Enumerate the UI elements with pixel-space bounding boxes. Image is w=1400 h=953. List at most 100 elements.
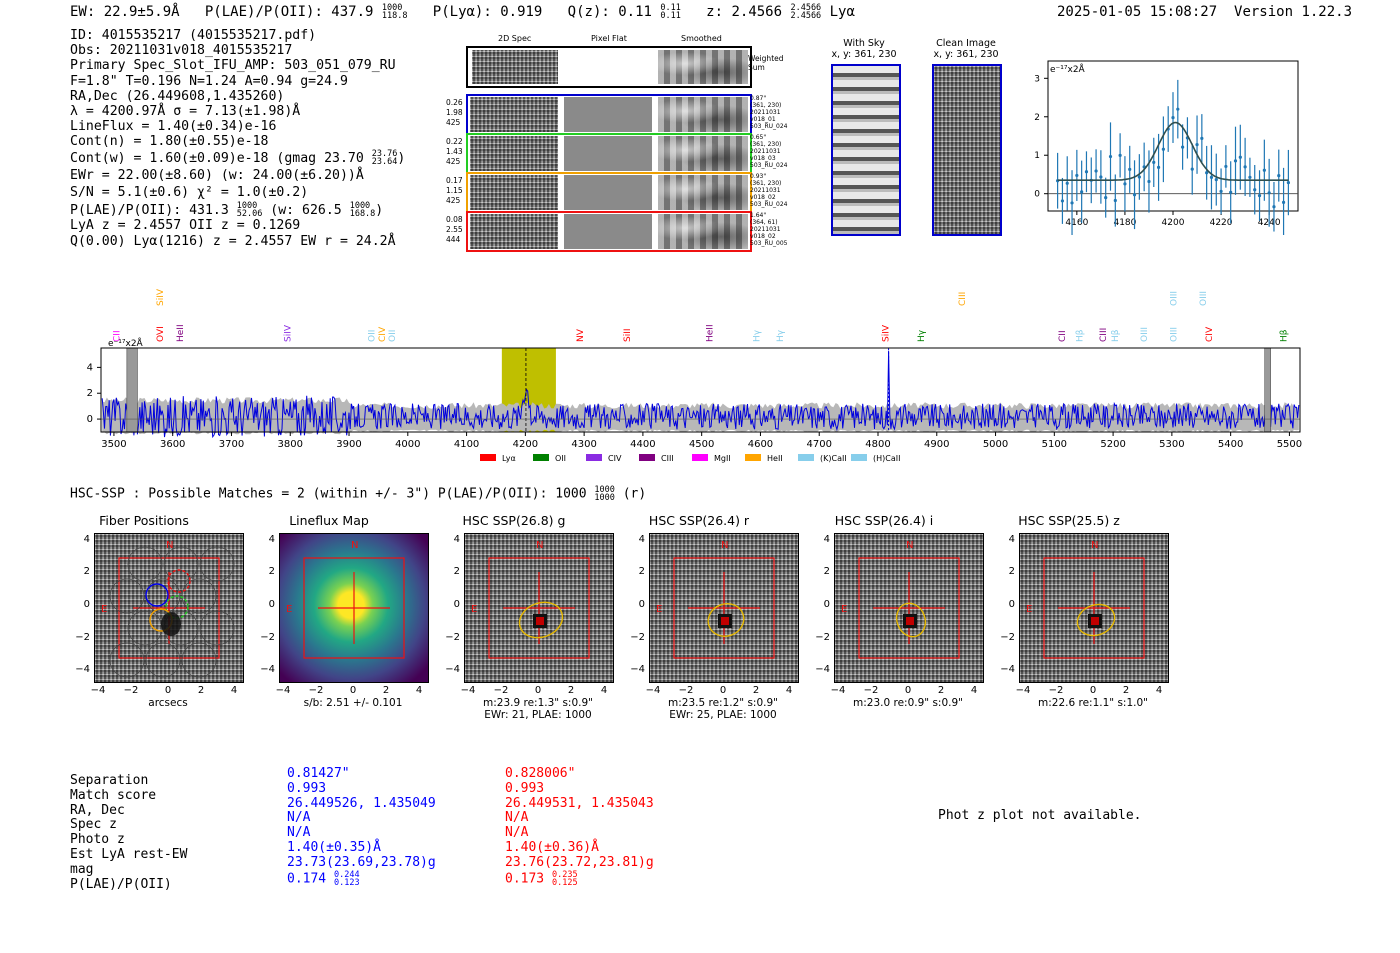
emission-line-label-upper: OIII [1199,291,1209,306]
label-mag: mag [70,861,94,877]
emission-line-label: Hβ [1076,329,1086,342]
hsc-xtick-label: −4 [460,685,476,696]
zoom-data-point [1200,136,1204,140]
info-gmag-lo: 23.64 [371,156,398,167]
match-red: 0.828006" 0.993 26.449531, 1.435043 N/A … [505,766,654,887]
info-obs: Obs: 20211031v018_4015535217 [70,43,293,59]
zoom-data-point [1104,196,1108,200]
emission-line-label: OIII [1170,327,1180,342]
label-spec-z: Spec z [70,817,117,833]
hsc-overlay: NE [101,540,235,678]
header-plya: P(Lyα): 0.919 [432,4,543,20]
blue-separation: 0.81427" [287,766,350,781]
east-label: E [656,604,662,615]
hsc-ytick-label: 2 [83,566,90,577]
source-center [721,617,729,625]
photz-message: Phot z plot not available. [938,808,1142,823]
source-blob [161,612,181,636]
hsc-xtick-label: 4 [415,685,423,696]
emission-line-label: HeII [705,324,715,342]
fiber-blue [145,583,169,607]
emission-line-label-upper: OIII [1170,291,1180,306]
zoom-data-point [1229,190,1233,194]
spectrum-xtick-label: 4400 [630,439,655,450]
hsc-ytick-label: 2 [268,566,275,577]
header-line: Lyα [829,4,855,20]
blue-plae: 0.174 0.244 0.123 [287,870,436,887]
zoom-data-point [1132,193,1137,197]
cutout-row-left: 0.22 1.43 425 [446,137,463,167]
blue-spec-z: N/A [287,810,311,826]
hsc-xtick-label: −2 [123,685,139,696]
blue-photo-z: N/A [287,825,311,841]
hsc-xtick-label: 2 [752,685,760,696]
hsc-xtick-label: 0 [164,685,172,696]
hsc-ytick-label: −2 [630,632,645,643]
fiber-red [167,569,191,593]
label-radec: RA, Dec [70,802,125,818]
hsc-ytick-label: 2 [1008,566,1015,577]
hsc-caption-1: m:22.6 re:1.1" s:1.0" [1038,697,1148,709]
hsc-xtick-label: 0 [1089,685,1097,696]
spectrum-marks: 0 2 4 3500 3600 3700 3800 3900 4000 4100 4200 4300 4… [87,288,1303,463]
col-title-smoothed: Smoothed [681,34,722,43]
hsc-ytick-label: 4 [638,534,645,545]
blue-radec: 26.449526, 1.435049 [287,795,436,811]
aperture-box [488,557,590,659]
spectrum-xtick-label: 4800 [865,439,890,450]
hsc-xtick-label: 4 [230,685,238,696]
zoom-data-point [1205,171,1209,175]
zoom-data-point [1118,153,1122,157]
zoom-data-point [1262,168,1266,172]
cutout-left-value: 0.17 [446,176,463,185]
info-lambda: λ = 4200.97Å σ = 7.13(±1.98)Å [70,104,301,120]
red-photo-z: N/A [505,825,529,841]
spectrum-xtick-label: 5200 [1100,439,1125,450]
hsc-ytick-label: −2 [1000,632,1015,643]
hsc-ytick-label: 0 [823,599,830,610]
hsc-ytick-label: 4 [268,534,275,545]
zoom-gaussian-fit [1057,121,1289,181]
legend-swatch [480,454,496,461]
zoom-data-point [1060,199,1065,203]
zoom-data-point [1084,170,1089,174]
info-cont-w-end: ) [397,150,406,166]
zoom-data-point [1238,155,1242,159]
clean-image-title: Clean Image x, y: 361, 230 [928,38,1004,60]
zoom-data-point [1080,190,1084,194]
hsc-xtick-label: −4 [90,685,106,696]
zoom-unit: e⁻¹⁷x2Å [1050,63,1086,75]
emission-line-label: OII [388,330,398,342]
col-title-pixelflat: Pixel Flat [591,34,627,43]
cutout-row-left: 0.26 1.98 425 [446,98,463,128]
emission-line-label: Hγ [752,329,762,342]
hsc-ytick-label: 0 [638,599,645,610]
spectrum-xtick-label: 4000 [395,439,420,450]
legend-swatch [798,454,814,461]
cutout-left-value: 1.43 [446,147,463,156]
emission-line-label: CIV [1205,326,1215,342]
emission-line-label: Hγ [776,329,786,342]
fiber-circle [163,546,199,582]
hsc-title-hi: 1000 [594,485,615,495]
emission-line-label: OVI [156,326,166,342]
info-plae-hi: 1000 [236,201,258,212]
spectrum-xtick-label: 5300 [1159,439,1184,450]
zoom-data-point [1094,169,1098,173]
label-plae: P(LAE)/P(OII) [70,876,172,892]
cutout-left-value: 425 [446,118,461,127]
spectrum-xtick-label: 3500 [101,439,126,450]
info-primary-spec: Primary Spec_Slot_IFU_AMP: 503_051_079_R… [70,58,396,74]
cutout-pixel-flat [564,175,652,210]
spectrum-xtick-label: 4900 [924,439,949,450]
masked-region-right [1264,347,1271,433]
cutout-2d-spec [470,175,558,210]
hsc-ytick-label: −2 [815,632,830,643]
cutout-right-value: 0.65" [750,134,767,141]
hsc-xtick-label: 4 [1155,685,1163,696]
zoom-data-point [1219,189,1223,193]
header-version: Version 1.22.3 [1234,4,1353,20]
